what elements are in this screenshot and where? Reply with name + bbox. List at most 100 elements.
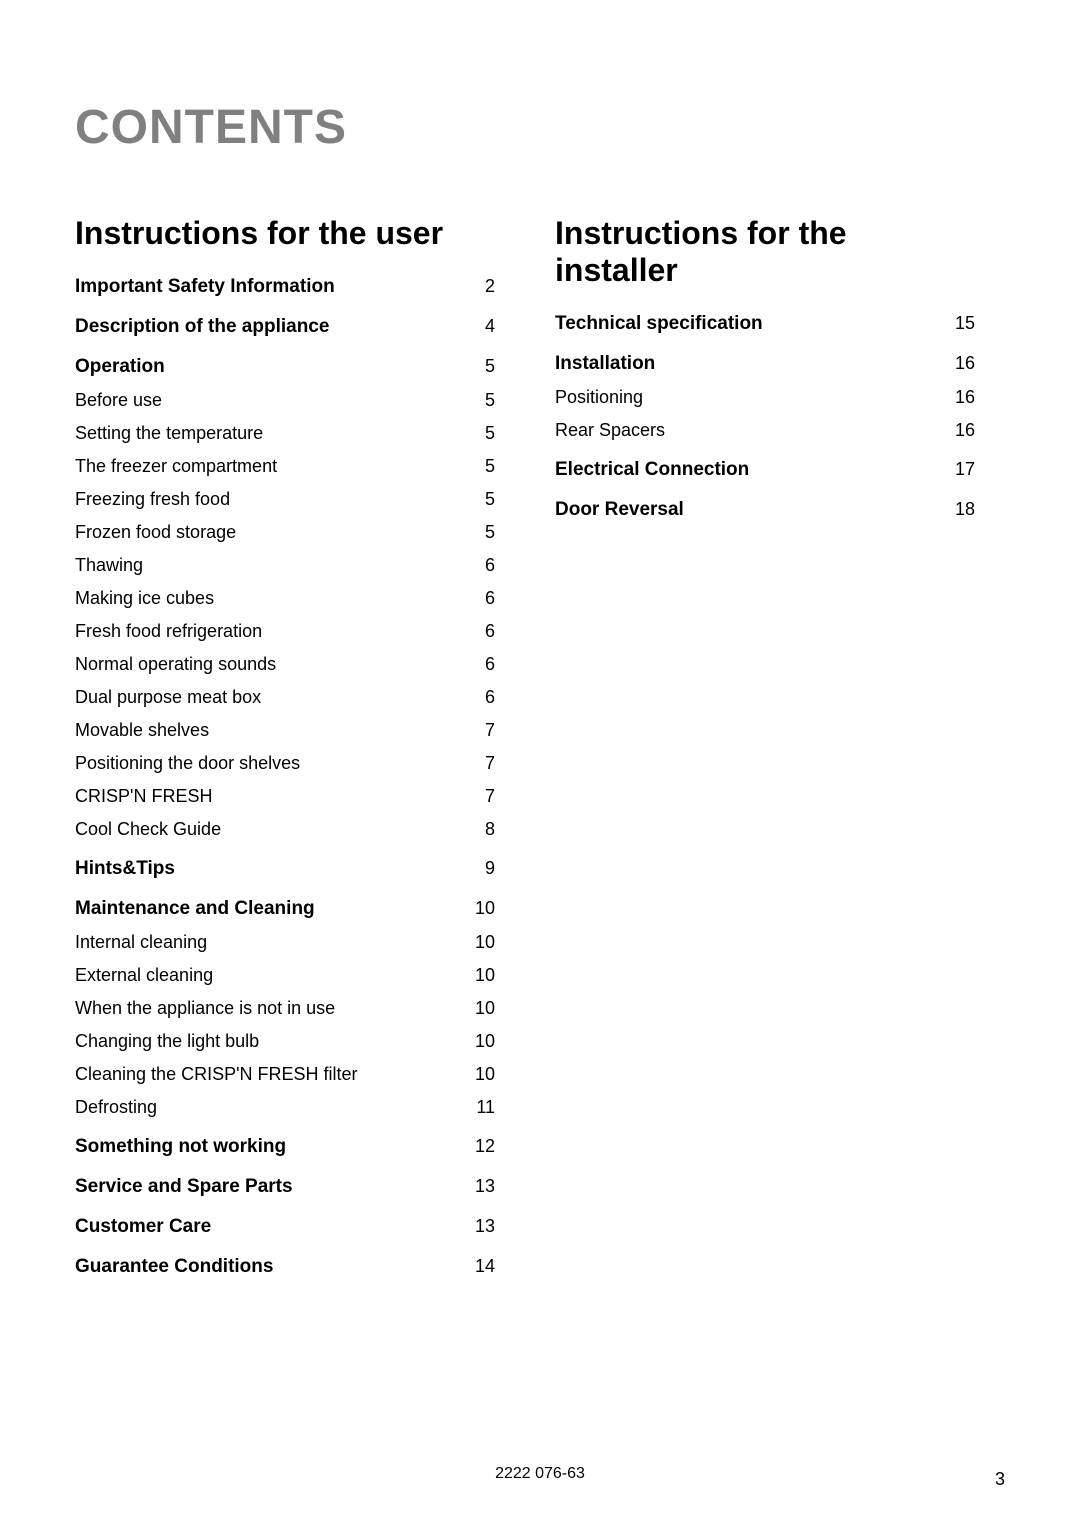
toc-label: Important Safety Information bbox=[75, 276, 335, 298]
toc-label: Normal operating sounds bbox=[75, 654, 276, 675]
toc-page: 14 bbox=[467, 1256, 495, 1277]
toc-row: Guarantee Conditions 14 bbox=[75, 1250, 495, 1284]
toc-row: Internal cleaning 10 bbox=[75, 926, 495, 959]
toc-page: 7 bbox=[467, 720, 495, 741]
toc-page: 6 bbox=[467, 555, 495, 576]
toc-row: Thawing 6 bbox=[75, 549, 495, 582]
toc-row: When the appliance is not in use 10 bbox=[75, 992, 495, 1025]
toc-page: 6 bbox=[467, 687, 495, 708]
toc-row: Fresh food refrigeration 6 bbox=[75, 615, 495, 648]
toc-label: Making ice cubes bbox=[75, 588, 214, 609]
toc-page: 16 bbox=[947, 420, 975, 441]
toc-row: Installation16 bbox=[555, 347, 975, 381]
toc-page: 10 bbox=[467, 932, 495, 953]
right-column: Instructions for the installer Technical… bbox=[555, 215, 975, 1284]
toc-row: Defrosting 11 bbox=[75, 1091, 495, 1124]
toc-row: Door Reversal18 bbox=[555, 493, 975, 527]
toc-row: Dual purpose meat box 6 bbox=[75, 681, 495, 714]
toc-page: 6 bbox=[467, 654, 495, 675]
toc-row: Positioning 16 bbox=[555, 381, 975, 414]
left-column: Instructions for the user Important Safe… bbox=[75, 215, 495, 1284]
toc-page: 2 bbox=[467, 276, 495, 297]
toc-page: 16 bbox=[947, 387, 975, 408]
toc-label: When the appliance is not in use bbox=[75, 998, 335, 1019]
toc-label: Setting the temperature bbox=[75, 423, 263, 444]
toc-label: Thawing bbox=[75, 555, 143, 576]
installer-toc-list: Technical specification15Installation16P… bbox=[555, 307, 975, 527]
toc-page: 10 bbox=[467, 998, 495, 1019]
toc-row: Hints&Tips 9 bbox=[75, 852, 495, 886]
toc-label: Before use bbox=[75, 390, 162, 411]
toc-label: Internal cleaning bbox=[75, 932, 207, 953]
toc-label: Dual purpose meat box bbox=[75, 687, 261, 708]
toc-row: Operation 5 bbox=[75, 350, 495, 384]
toc-page: 9 bbox=[467, 858, 495, 879]
toc-label: Description of the appliance bbox=[75, 316, 329, 338]
toc-label: Hints&Tips bbox=[75, 858, 175, 880]
toc-label: Freezing fresh food bbox=[75, 489, 230, 510]
toc-row: Positioning the door shelves 7 bbox=[75, 747, 495, 780]
toc-row: Making ice cubes 6 bbox=[75, 582, 495, 615]
toc-page: 5 bbox=[467, 390, 495, 411]
toc-row: Description of the appliance 4 bbox=[75, 310, 495, 344]
toc-label: Positioning the door shelves bbox=[75, 753, 300, 774]
toc-page: 16 bbox=[947, 353, 975, 374]
toc-page: 17 bbox=[947, 459, 975, 480]
toc-page: 7 bbox=[467, 753, 495, 774]
toc-label: Operation bbox=[75, 356, 165, 378]
user-section-heading: Instructions for the user bbox=[75, 215, 495, 252]
toc-page: 4 bbox=[467, 316, 495, 337]
toc-label: Movable shelves bbox=[75, 720, 209, 741]
toc-row: Frozen food storage5 bbox=[75, 516, 495, 549]
toc-row: Before use 5 bbox=[75, 384, 495, 417]
toc-page: 5 bbox=[467, 356, 495, 377]
toc-label: Defrosting bbox=[75, 1097, 157, 1118]
toc-row: Customer Care 13 bbox=[75, 1210, 495, 1244]
toc-row: Freezing fresh food 5 bbox=[75, 483, 495, 516]
toc-page: 18 bbox=[947, 499, 975, 520]
toc-page: 5 bbox=[467, 489, 495, 510]
toc-page: 5 bbox=[467, 456, 495, 477]
toc-row: Changing the light bulb10 bbox=[75, 1025, 495, 1058]
toc-row: Important Safety Information 2 bbox=[75, 270, 495, 304]
toc-page: 15 bbox=[947, 313, 975, 334]
toc-page: 10 bbox=[467, 1064, 495, 1085]
toc-page: 13 bbox=[467, 1176, 495, 1197]
toc-row: Normal operating sounds 6 bbox=[75, 648, 495, 681]
toc-label: Technical specification bbox=[555, 313, 763, 335]
toc-row: The freezer compartment 5 bbox=[75, 450, 495, 483]
toc-page: 6 bbox=[467, 621, 495, 642]
toc-label: External cleaning bbox=[75, 965, 213, 986]
toc-page: 6 bbox=[467, 588, 495, 609]
toc-label: Maintenance and Cleaning bbox=[75, 898, 315, 920]
toc-label: Customer Care bbox=[75, 1216, 211, 1238]
toc-row: Something not working 12 bbox=[75, 1130, 495, 1164]
installer-section-heading: Instructions for the installer bbox=[555, 215, 975, 289]
toc-row: Cleaning the CRISP'N FRESH filter 10 bbox=[75, 1058, 495, 1091]
toc-row: Rear Spacers16 bbox=[555, 414, 975, 447]
toc-row: Cool Check Guide 8 bbox=[75, 813, 495, 846]
toc-page: 13 bbox=[467, 1216, 495, 1237]
toc-label: Service and Spare Parts bbox=[75, 1176, 293, 1198]
page-title: CONTENTS bbox=[75, 100, 1005, 155]
toc-page: 5 bbox=[467, 423, 495, 444]
toc-row: Movable shelves 7 bbox=[75, 714, 495, 747]
page-container: CONTENTS Instructions for the user Impor… bbox=[0, 0, 1080, 1528]
toc-page: 10 bbox=[467, 898, 495, 919]
toc-label: Cool Check Guide bbox=[75, 819, 221, 840]
toc-label: CRISP'N FRESH bbox=[75, 786, 212, 807]
toc-label: Positioning bbox=[555, 387, 643, 408]
toc-label: Guarantee Conditions bbox=[75, 1256, 273, 1278]
toc-label: The freezer compartment bbox=[75, 456, 277, 477]
toc-page: 12 bbox=[467, 1136, 495, 1157]
toc-label: Fresh food refrigeration bbox=[75, 621, 262, 642]
toc-page: 11 bbox=[467, 1097, 495, 1118]
toc-page: 5 bbox=[467, 522, 495, 543]
footer-code: 2222 076-63 bbox=[0, 1465, 1080, 1483]
toc-page: 8 bbox=[467, 819, 495, 840]
toc-label: Something not working bbox=[75, 1136, 286, 1158]
user-toc-list: Important Safety Information 2 Description… bbox=[75, 270, 495, 1284]
toc-label: Cleaning the CRISP'N FRESH filter bbox=[75, 1064, 358, 1085]
toc-page: 7 bbox=[467, 786, 495, 807]
toc-row: Setting the temperature 5 bbox=[75, 417, 495, 450]
